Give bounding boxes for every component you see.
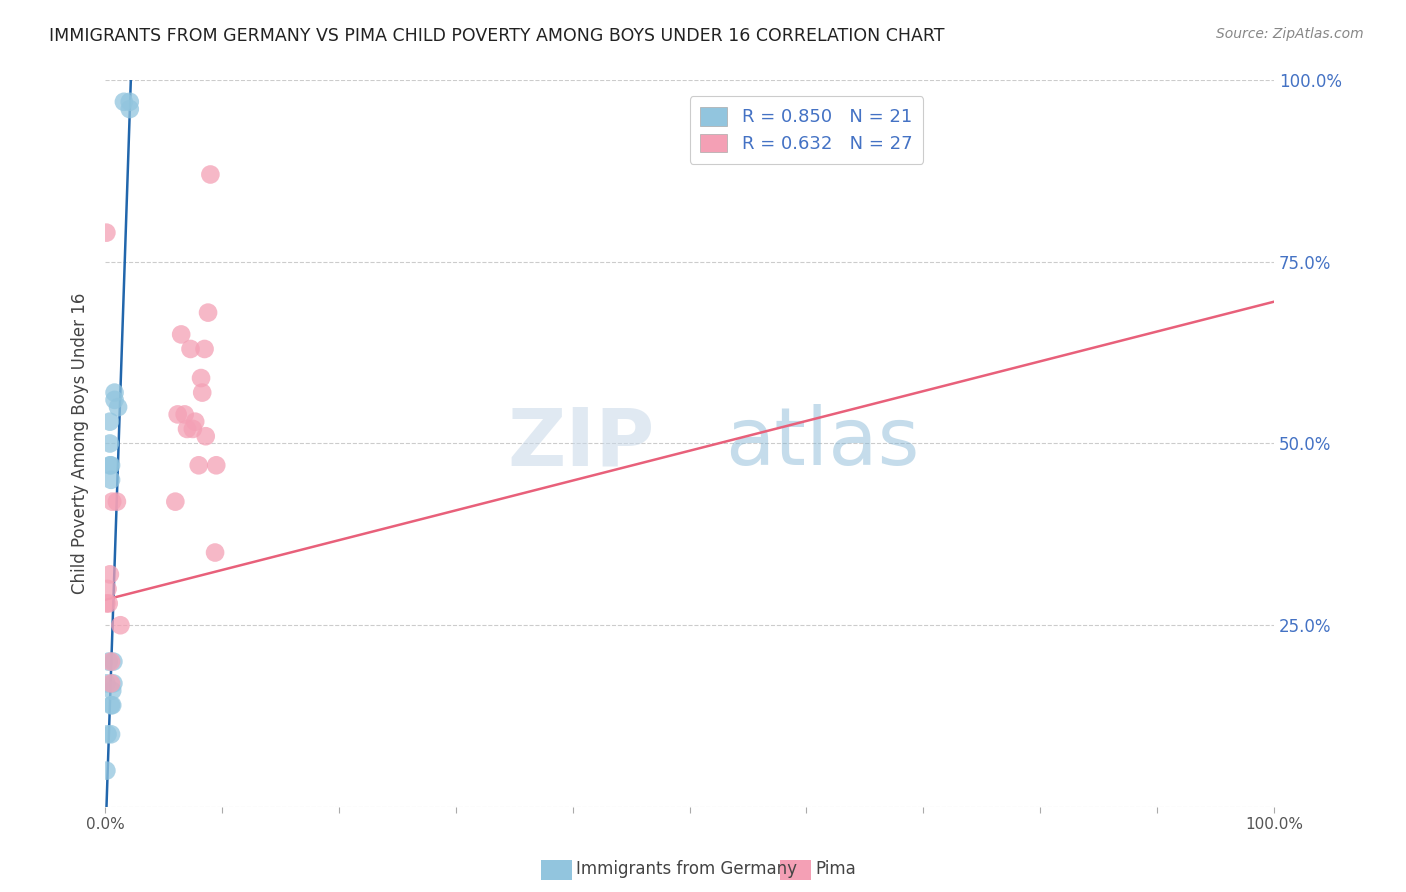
Point — [181, 422, 204, 436]
Point — [176, 422, 198, 436]
Point — [100, 698, 122, 713]
Point — [103, 676, 125, 690]
Point — [187, 458, 209, 473]
Point — [98, 415, 121, 429]
Point — [96, 727, 118, 741]
Point — [103, 655, 125, 669]
Point — [96, 582, 118, 596]
Point — [96, 764, 118, 778]
Text: Pima: Pima — [815, 860, 856, 878]
Point — [97, 596, 120, 610]
Point — [103, 385, 125, 400]
Legend: R = 0.850   N = 21, R = 0.632   N = 27: R = 0.850 N = 21, R = 0.632 N = 27 — [689, 96, 924, 164]
Point — [96, 596, 118, 610]
Point — [98, 436, 121, 450]
Point — [97, 655, 120, 669]
Point — [191, 385, 214, 400]
Point — [100, 676, 122, 690]
Point — [101, 683, 124, 698]
Point — [96, 226, 118, 240]
Point — [100, 473, 122, 487]
Text: ZIP: ZIP — [508, 404, 655, 483]
Text: Immigrants from Germany: Immigrants from Germany — [576, 860, 797, 878]
Point — [118, 102, 141, 116]
Point — [105, 494, 128, 508]
Point — [190, 371, 212, 385]
Text: IMMIGRANTS FROM GERMANY VS PIMA CHILD POVERTY AMONG BOYS UNDER 16 CORRELATION CH: IMMIGRANTS FROM GERMANY VS PIMA CHILD PO… — [49, 27, 945, 45]
Point — [107, 400, 129, 414]
Y-axis label: Child Poverty Among Boys Under 16: Child Poverty Among Boys Under 16 — [72, 293, 89, 594]
Point — [112, 95, 135, 109]
Point — [194, 429, 217, 443]
Point — [100, 458, 122, 473]
Point — [193, 342, 215, 356]
Point — [197, 305, 219, 319]
Text: atlas: atlas — [724, 404, 920, 483]
Point — [180, 342, 202, 356]
Text: Source: ZipAtlas.com: Source: ZipAtlas.com — [1216, 27, 1364, 41]
Point — [98, 567, 121, 582]
Point — [96, 676, 118, 690]
Point — [184, 415, 207, 429]
Point — [165, 494, 187, 508]
Point — [205, 458, 228, 473]
Point — [100, 727, 122, 741]
Point — [118, 95, 141, 109]
Point — [103, 392, 125, 407]
Point — [173, 408, 195, 422]
Point — [200, 168, 222, 182]
Point — [101, 698, 124, 713]
Point — [110, 618, 132, 632]
Point — [101, 494, 124, 508]
Point — [100, 655, 122, 669]
Point — [170, 327, 193, 342]
Point — [204, 545, 226, 559]
Point — [98, 458, 121, 473]
Point — [166, 408, 188, 422]
